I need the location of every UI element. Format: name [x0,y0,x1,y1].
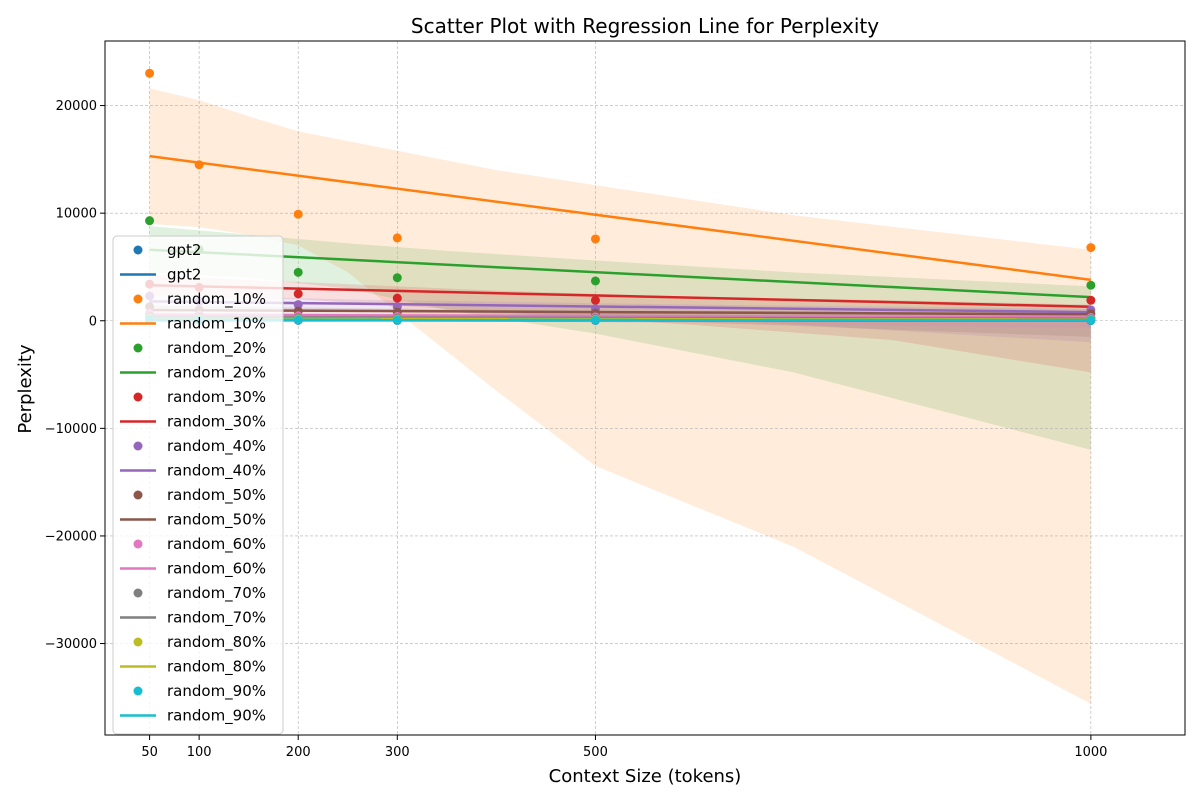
legend-label: random_90% [167,682,266,701]
legend-marker-random-40pct [133,441,143,451]
point-random-30pct [1086,295,1096,305]
point-random-10pct [590,234,600,244]
legend-label: random_40% [167,462,266,481]
legend: gpt2gpt2random_10%random_10%random_20%ra… [112,235,284,735]
y-tick-label: −20000 [45,529,97,544]
legend-label: random_80% [167,633,266,652]
confidence-band-random-20pct [149,226,1091,450]
point-random-90pct [590,315,600,325]
legend-marker-random-30pct [133,392,143,402]
legend-marker-random-20pct [133,343,143,353]
point-random-20pct [392,273,402,283]
confidence-band-random-30pct [149,275,1091,373]
x-tick-label: 300 [385,745,410,760]
regression-lines [149,154,1092,322]
confidence-band-random-10pct [149,88,1091,704]
point-random-20pct [1086,280,1096,290]
legend-marker-random-90pct [133,686,143,696]
legend-box [112,235,284,735]
regression-line-random-20pct [149,248,1091,299]
legend-label: gpt2 [167,241,201,259]
y-axis-ticks: 20000 10000 0 −10000 −20000 −30000 [45,99,105,652]
y-tick-label: −30000 [45,637,97,652]
legend-label: random_40% [167,437,266,456]
legend-label: random_20% [167,339,266,358]
regression-line-random-30pct [149,283,1091,309]
legend-marker-random-10pct [133,294,143,304]
y-tick-label: 20000 [56,99,97,114]
legend-marker-gpt2 [133,245,143,255]
x-tick-label: 1000 [1074,745,1107,760]
legend-label: random_50% [167,486,266,505]
point-random-10pct [293,209,303,219]
legend-label: random_30% [167,388,266,407]
legend-marker-random-50pct [133,490,143,500]
x-tick-label: 200 [286,745,311,760]
point-random-30pct [590,295,600,305]
scatter-points [145,68,1096,326]
confidence-bands [149,88,1091,704]
y-axis-title: Perplexity [15,344,36,434]
confidence-band-random-40pct [149,294,1091,343]
legend-label: random_60% [167,560,266,579]
point-random-90pct [1086,315,1096,325]
regression-line-random-90pct [149,318,1091,322]
point-random-90pct [293,315,303,325]
legend-label: random_60% [167,535,266,554]
legend-label: random_50% [167,511,266,530]
x-tick-label: 500 [583,745,608,760]
x-axis-ticks: 50 100 200 300 500 1000 [141,735,1107,760]
regression-line-random-40pct [149,300,1091,314]
regression-line-random-10pct [149,154,1092,282]
point-random-90pct [392,315,402,325]
legend-label: gpt2 [167,266,201,284]
legend-label: random_20% [167,364,266,383]
x-tick-label: 50 [141,745,158,760]
x-tick-label: 100 [187,745,212,760]
regression-line-random-60pct [149,313,1091,319]
point-random-10pct [145,68,155,78]
chart-title: Scatter Plot with Regression Line for Pe… [411,14,879,38]
point-random-40pct [293,300,303,310]
x-axis-title: Context Size (tokens) [549,766,742,787]
legend-marker-random-70pct [133,588,143,598]
point-random-10pct [194,160,204,170]
legend-label: random_10% [167,290,266,309]
legend-marker-random-60pct [133,539,143,549]
legend-label: random_30% [167,413,266,432]
y-tick-label: 0 [89,314,97,329]
legend-label: random_10% [167,315,266,334]
y-tick-label: 10000 [56,207,97,222]
legend-label: random_70% [167,609,266,628]
point-random-20pct [293,267,303,277]
point-random-10pct [1086,243,1096,253]
legend-label: random_80% [167,658,266,677]
point-random-20pct [590,276,600,286]
point-random-20pct [145,216,155,226]
legend-label: random_90% [167,707,266,726]
point-random-30pct [293,289,303,299]
point-random-10pct [392,233,402,243]
y-tick-label: −10000 [45,422,97,437]
legend-label: random_70% [167,584,266,603]
legend-marker-random-80pct [133,637,143,647]
regression-line-random-50pct [149,308,1091,316]
plot-frame [104,40,1186,736]
point-random-30pct [392,293,402,303]
